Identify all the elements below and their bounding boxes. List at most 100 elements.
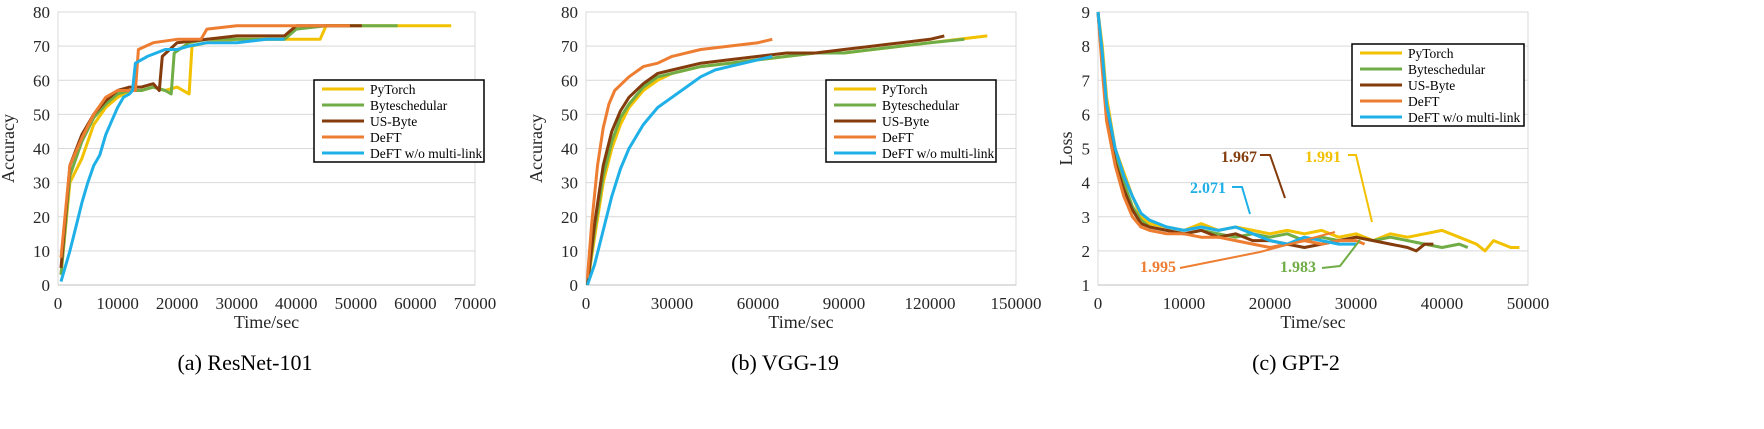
y-tick-label: 9 bbox=[1082, 3, 1091, 22]
y-tick-label: 6 bbox=[1082, 105, 1091, 124]
legend-label: PyTorch bbox=[882, 82, 928, 97]
series-line-deft bbox=[1096, 11, 1366, 249]
annotation-leader bbox=[1179, 231, 1336, 269]
y-tick-label: 20 bbox=[561, 208, 578, 227]
x-tick-label: 60000 bbox=[394, 294, 437, 313]
y-tick-label: 80 bbox=[33, 3, 50, 22]
x-axis-label: Time/sec bbox=[768, 312, 833, 332]
y-tick-label: 1 bbox=[1082, 276, 1091, 295]
x-tick-label: 50000 bbox=[1507, 294, 1550, 313]
series-line-deft-w-o-multi-link bbox=[585, 54, 773, 286]
x-tick-label: 0 bbox=[54, 294, 63, 313]
y-tick-label: 50 bbox=[561, 105, 578, 124]
series-line-deft-w-o-multi-link bbox=[59, 37, 285, 283]
legend-label: DeFT bbox=[882, 130, 914, 145]
y-tick-label: 10 bbox=[561, 242, 578, 261]
x-tick-label: 50000 bbox=[335, 294, 378, 313]
chart-caption: (b) VGG-19 bbox=[731, 350, 839, 375]
x-axis-label: Time/sec bbox=[1280, 312, 1345, 332]
panel-vgg19: 0 10 20 30 40 50 60 70 80 0 30000 60000 90000 120000 1… bbox=[526, 0, 1060, 424]
legend-label: DeFT bbox=[370, 130, 402, 145]
series-line-us-byte bbox=[585, 34, 945, 286]
y-tick-label: 20 bbox=[33, 208, 50, 227]
y-axis-label: Accuracy bbox=[0, 114, 18, 183]
legend-label: DeFT bbox=[1408, 94, 1440, 109]
series-line-deft bbox=[585, 37, 773, 279]
legend-label: PyTorch bbox=[1408, 46, 1454, 61]
annotation-leader bbox=[1232, 186, 1251, 215]
annotation-label: 1.991 bbox=[1305, 149, 1341, 166]
y-tick-label: 3 bbox=[1082, 208, 1091, 227]
x-tick-label: 150000 bbox=[991, 294, 1042, 313]
x-tick-label: 20000 bbox=[156, 294, 199, 313]
y-tick-label: 0 bbox=[570, 276, 579, 295]
legend-label: Byteschedular bbox=[882, 98, 960, 113]
series-line-us-byte bbox=[1096, 11, 1434, 253]
x-tick-label: 40000 bbox=[275, 294, 318, 313]
y-tick-label: 60 bbox=[33, 71, 50, 90]
panel-resnet101: 0 10 20 30 40 50 60 70 80 0 10000 20000 30000 40000 50… bbox=[0, 0, 520, 424]
x-tick-label: 10000 bbox=[96, 294, 139, 313]
x-axis-label: Time/sec bbox=[234, 312, 299, 332]
y-tick-label: 7 bbox=[1082, 71, 1091, 90]
series-line-deft-w-o-multi-link bbox=[1096, 11, 1356, 246]
panel-gpt2: 1 2 3 4 5 6 7 8 9 0 10000 20000 30000 40000 50000 Time/… bbox=[1056, 0, 1764, 424]
legend-label: Byteschedular bbox=[370, 98, 448, 113]
y-tick-label: 10 bbox=[33, 242, 50, 261]
series-line-deft bbox=[59, 24, 350, 258]
annotation-leader bbox=[1321, 239, 1361, 269]
annotation-label: 1.983 bbox=[1280, 259, 1316, 276]
y-tick-label: 30 bbox=[561, 174, 578, 193]
y-tick-label: 70 bbox=[561, 37, 578, 56]
annotation-label: 2.071 bbox=[1190, 180, 1226, 197]
y-tick-label: 30 bbox=[33, 174, 50, 193]
legend-box bbox=[825, 79, 997, 163]
x-tick-label: 0 bbox=[582, 294, 591, 313]
legend-label: DeFT w/o multi-link bbox=[370, 146, 483, 161]
y-tick-label: 5 bbox=[1082, 140, 1091, 159]
annotation-label: 1.967 bbox=[1221, 149, 1257, 166]
x-tick-label: 30000 bbox=[1335, 294, 1378, 313]
y-axis-label: Loss bbox=[1060, 131, 1076, 165]
legend-label: US-Byte bbox=[882, 114, 929, 129]
y-tick-label: 4 bbox=[1082, 174, 1091, 193]
y-axis-label: Accuracy bbox=[530, 114, 546, 183]
y-tick-label: 70 bbox=[33, 37, 50, 56]
chart-resnet101: 0 10 20 30 40 50 60 70 80 0 10000 20000 30000 40000 50… bbox=[0, 3, 497, 375]
y-tick-label: 40 bbox=[561, 140, 578, 159]
x-tick-label: 10000 bbox=[1163, 294, 1206, 313]
x-tick-label: 70000 bbox=[454, 294, 497, 313]
x-tick-label: 30000 bbox=[215, 294, 258, 313]
legend-label: DeFT w/o multi-link bbox=[882, 146, 995, 161]
x-tick-label: 60000 bbox=[737, 294, 780, 313]
chart-vgg19: 0 10 20 30 40 50 60 70 80 0 30000 60000 90000 120000 1… bbox=[526, 3, 1042, 375]
x-tick-label: 90000 bbox=[823, 294, 866, 313]
annotation-leader bbox=[1260, 154, 1286, 199]
legend-label: PyTorch bbox=[370, 82, 416, 97]
y-tick-label: 50 bbox=[33, 105, 50, 124]
chart-gpt2: 1 2 3 4 5 6 7 8 9 0 10000 20000 30000 40000 50000 Time/… bbox=[1056, 3, 1550, 375]
y-tick-label: 8 bbox=[1082, 37, 1091, 56]
x-tick-label: 40000 bbox=[1421, 294, 1464, 313]
x-tick-label: 30000 bbox=[651, 294, 694, 313]
chart-caption: (c) GPT-2 bbox=[1252, 350, 1340, 375]
y-tick-label: 60 bbox=[561, 71, 578, 90]
legend-label: Byteschedular bbox=[1408, 62, 1486, 77]
legend-label: US-Byte bbox=[1408, 78, 1455, 93]
annotation-label: 1.995 bbox=[1140, 259, 1176, 276]
x-tick-label: 0 bbox=[1094, 294, 1103, 313]
legend-label: DeFT w/o multi-link bbox=[1408, 110, 1521, 125]
series-line-byteschedular bbox=[585, 37, 965, 286]
y-tick-label: 80 bbox=[561, 3, 578, 22]
x-tick-label: 120000 bbox=[905, 294, 956, 313]
x-tick-label: 20000 bbox=[1249, 294, 1292, 313]
y-tick-label: 2 bbox=[1082, 242, 1091, 261]
y-tick-label: 40 bbox=[33, 140, 50, 159]
y-tick-label: 0 bbox=[42, 276, 51, 295]
series-line-byteschedular bbox=[59, 24, 398, 275]
legend-label: US-Byte bbox=[370, 114, 417, 129]
